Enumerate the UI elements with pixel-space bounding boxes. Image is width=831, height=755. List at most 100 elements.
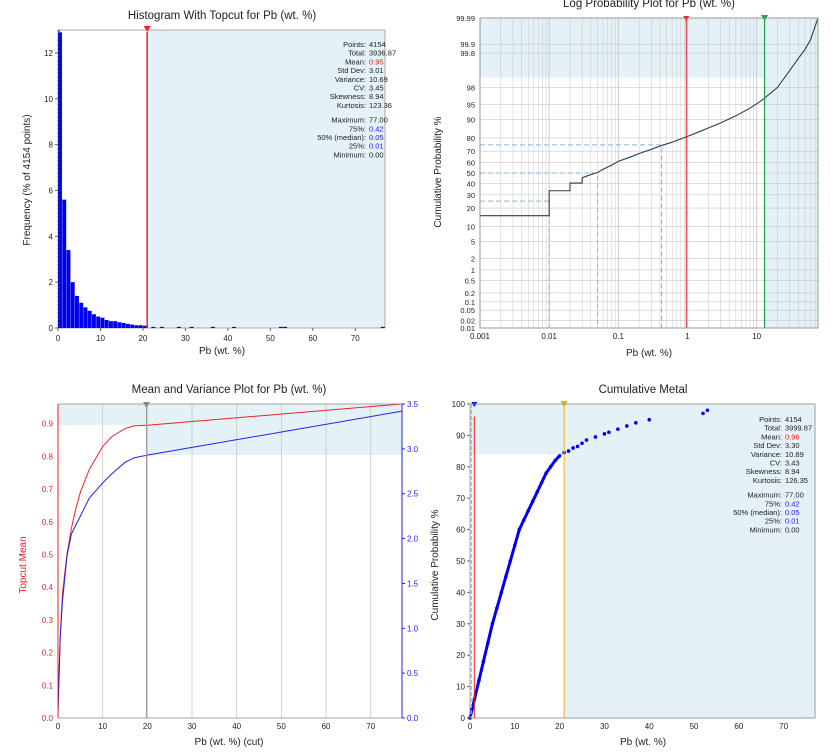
- x-tick-label: 40: [232, 722, 241, 731]
- x-tick-label: 0.01: [541, 332, 557, 341]
- y-tick-label: 1: [471, 266, 475, 275]
- x-tick-label: 50: [277, 722, 286, 731]
- stats-value: 0.00: [785, 525, 800, 534]
- data-point: [553, 458, 557, 463]
- data-point: [575, 444, 580, 449]
- stats-value: 8.94: [369, 92, 384, 101]
- y-tick-label: 90: [456, 431, 465, 440]
- histogram-bar: [79, 302, 84, 328]
- y-axis-label: Topcut Mean: [18, 536, 29, 593]
- y-tick-label: 0.5: [465, 276, 475, 285]
- stats-value: 3.01: [369, 66, 384, 75]
- stats-value: 77.00: [369, 116, 388, 125]
- stats-label: Points:: [343, 40, 366, 49]
- data-point: [705, 408, 710, 413]
- histogram-bar: [83, 307, 88, 328]
- data-point: [535, 490, 540, 494]
- data-point: [607, 430, 611, 435]
- y-tick-label: 0.8: [42, 452, 54, 461]
- data-point: [580, 441, 584, 446]
- x-tick-label: 20: [555, 722, 564, 731]
- stats-value: 0.95: [369, 57, 384, 66]
- quartile-guide: [480, 144, 662, 328]
- stats-value: 8.94: [785, 467, 800, 476]
- stats-label: Kurtosis:: [337, 101, 366, 110]
- histogram-bar: [232, 326, 237, 328]
- y-tick-label: 10: [44, 95, 53, 104]
- histogram-bar: [74, 295, 79, 328]
- y-tick-label: 99.8: [460, 49, 475, 58]
- y-tick-label: 0.2: [42, 649, 54, 658]
- y-tick-label: 0.1: [42, 681, 54, 690]
- y-tick-label: 80: [456, 463, 465, 472]
- stats-label: Mean:: [761, 432, 782, 441]
- data-point: [539, 480, 544, 485]
- y-tick-label: 8: [49, 141, 54, 150]
- x-tick-label: 60: [322, 722, 331, 731]
- y-tick-label: 0: [461, 714, 466, 723]
- x-tick-label: 70: [779, 722, 788, 731]
- y-tick-label: 0.01: [460, 324, 475, 333]
- data-point: [508, 559, 513, 563]
- shade-region: [480, 18, 818, 78]
- y-tick-label: 80: [467, 134, 475, 143]
- data-point: [521, 518, 526, 522]
- y-tick-label: 60: [467, 158, 475, 167]
- stats-value: 3.45: [369, 84, 384, 93]
- stats-label: Total:: [764, 424, 782, 433]
- y-tick-label: 70: [456, 494, 465, 503]
- histogram-bar: [58, 32, 62, 329]
- mean-curve: [57, 403, 403, 709]
- data-point: [647, 417, 652, 422]
- stats-label: CV:: [354, 84, 366, 93]
- quartile-guide: [480, 172, 599, 328]
- y-tick-label: 20: [456, 651, 465, 660]
- topcut-region: [147, 30, 385, 328]
- y-tick-label: 0.05: [460, 306, 475, 315]
- y-tick-label: 99.9: [460, 40, 475, 49]
- stats-label: Std Dev:: [753, 441, 782, 450]
- stats-value: 3.30: [785, 441, 800, 450]
- x-tick-label: 30: [181, 334, 190, 343]
- stats-label: Std Dev:: [337, 66, 366, 75]
- y-axis-label: Frequency (% of 4154 points): [22, 114, 33, 245]
- y-tick-label: 20: [467, 204, 475, 213]
- x-tick-label: 50: [266, 334, 275, 343]
- histogram-bar: [210, 326, 215, 328]
- mean-marker: [683, 16, 690, 21]
- data-point: [701, 411, 705, 416]
- x-tick-label: 30: [600, 722, 609, 731]
- stats-value: 3936.87: [369, 49, 396, 58]
- stats-label: Minimum:: [333, 150, 366, 159]
- y-tick-label: 0.9: [42, 420, 54, 429]
- x-tick-label: 10: [96, 334, 105, 343]
- stats-value: 3.43: [785, 459, 800, 468]
- variance-shade: [146, 425, 402, 456]
- stats-value: 0.05: [785, 508, 800, 517]
- y-tick-label: 0.4: [42, 583, 54, 592]
- probability-curve: [480, 17, 819, 217]
- y-tick-label: 4: [49, 232, 54, 241]
- stats-value: 0.01: [369, 142, 384, 151]
- y-tick-label: 0.1: [465, 298, 475, 307]
- x-tick-label: 70: [351, 334, 360, 343]
- stats-label: Maximum:: [331, 116, 366, 125]
- y-tick-label: 98: [467, 83, 475, 92]
- x-tick-label: 10: [510, 722, 519, 731]
- quartile-guide: [480, 200, 550, 328]
- plot-frame: [479, 17, 819, 329]
- histogram-bar: [134, 325, 139, 328]
- data-point: [504, 574, 508, 579]
- data-point: [616, 427, 620, 431]
- y-tick-label: 0.7: [42, 485, 54, 494]
- y-tick-label: 70: [467, 147, 475, 156]
- histogram-bar: [278, 326, 283, 328]
- histogram-bar: [104, 319, 109, 328]
- data-point: [566, 449, 571, 453]
- x-tick-label: 10: [98, 722, 107, 731]
- data-point: [499, 590, 504, 595]
- y-tick-label: 0.5: [42, 550, 54, 559]
- variance-curve: [57, 410, 403, 714]
- y-tick-label: 0.0: [42, 714, 54, 723]
- y-tick-label: 40: [456, 588, 465, 597]
